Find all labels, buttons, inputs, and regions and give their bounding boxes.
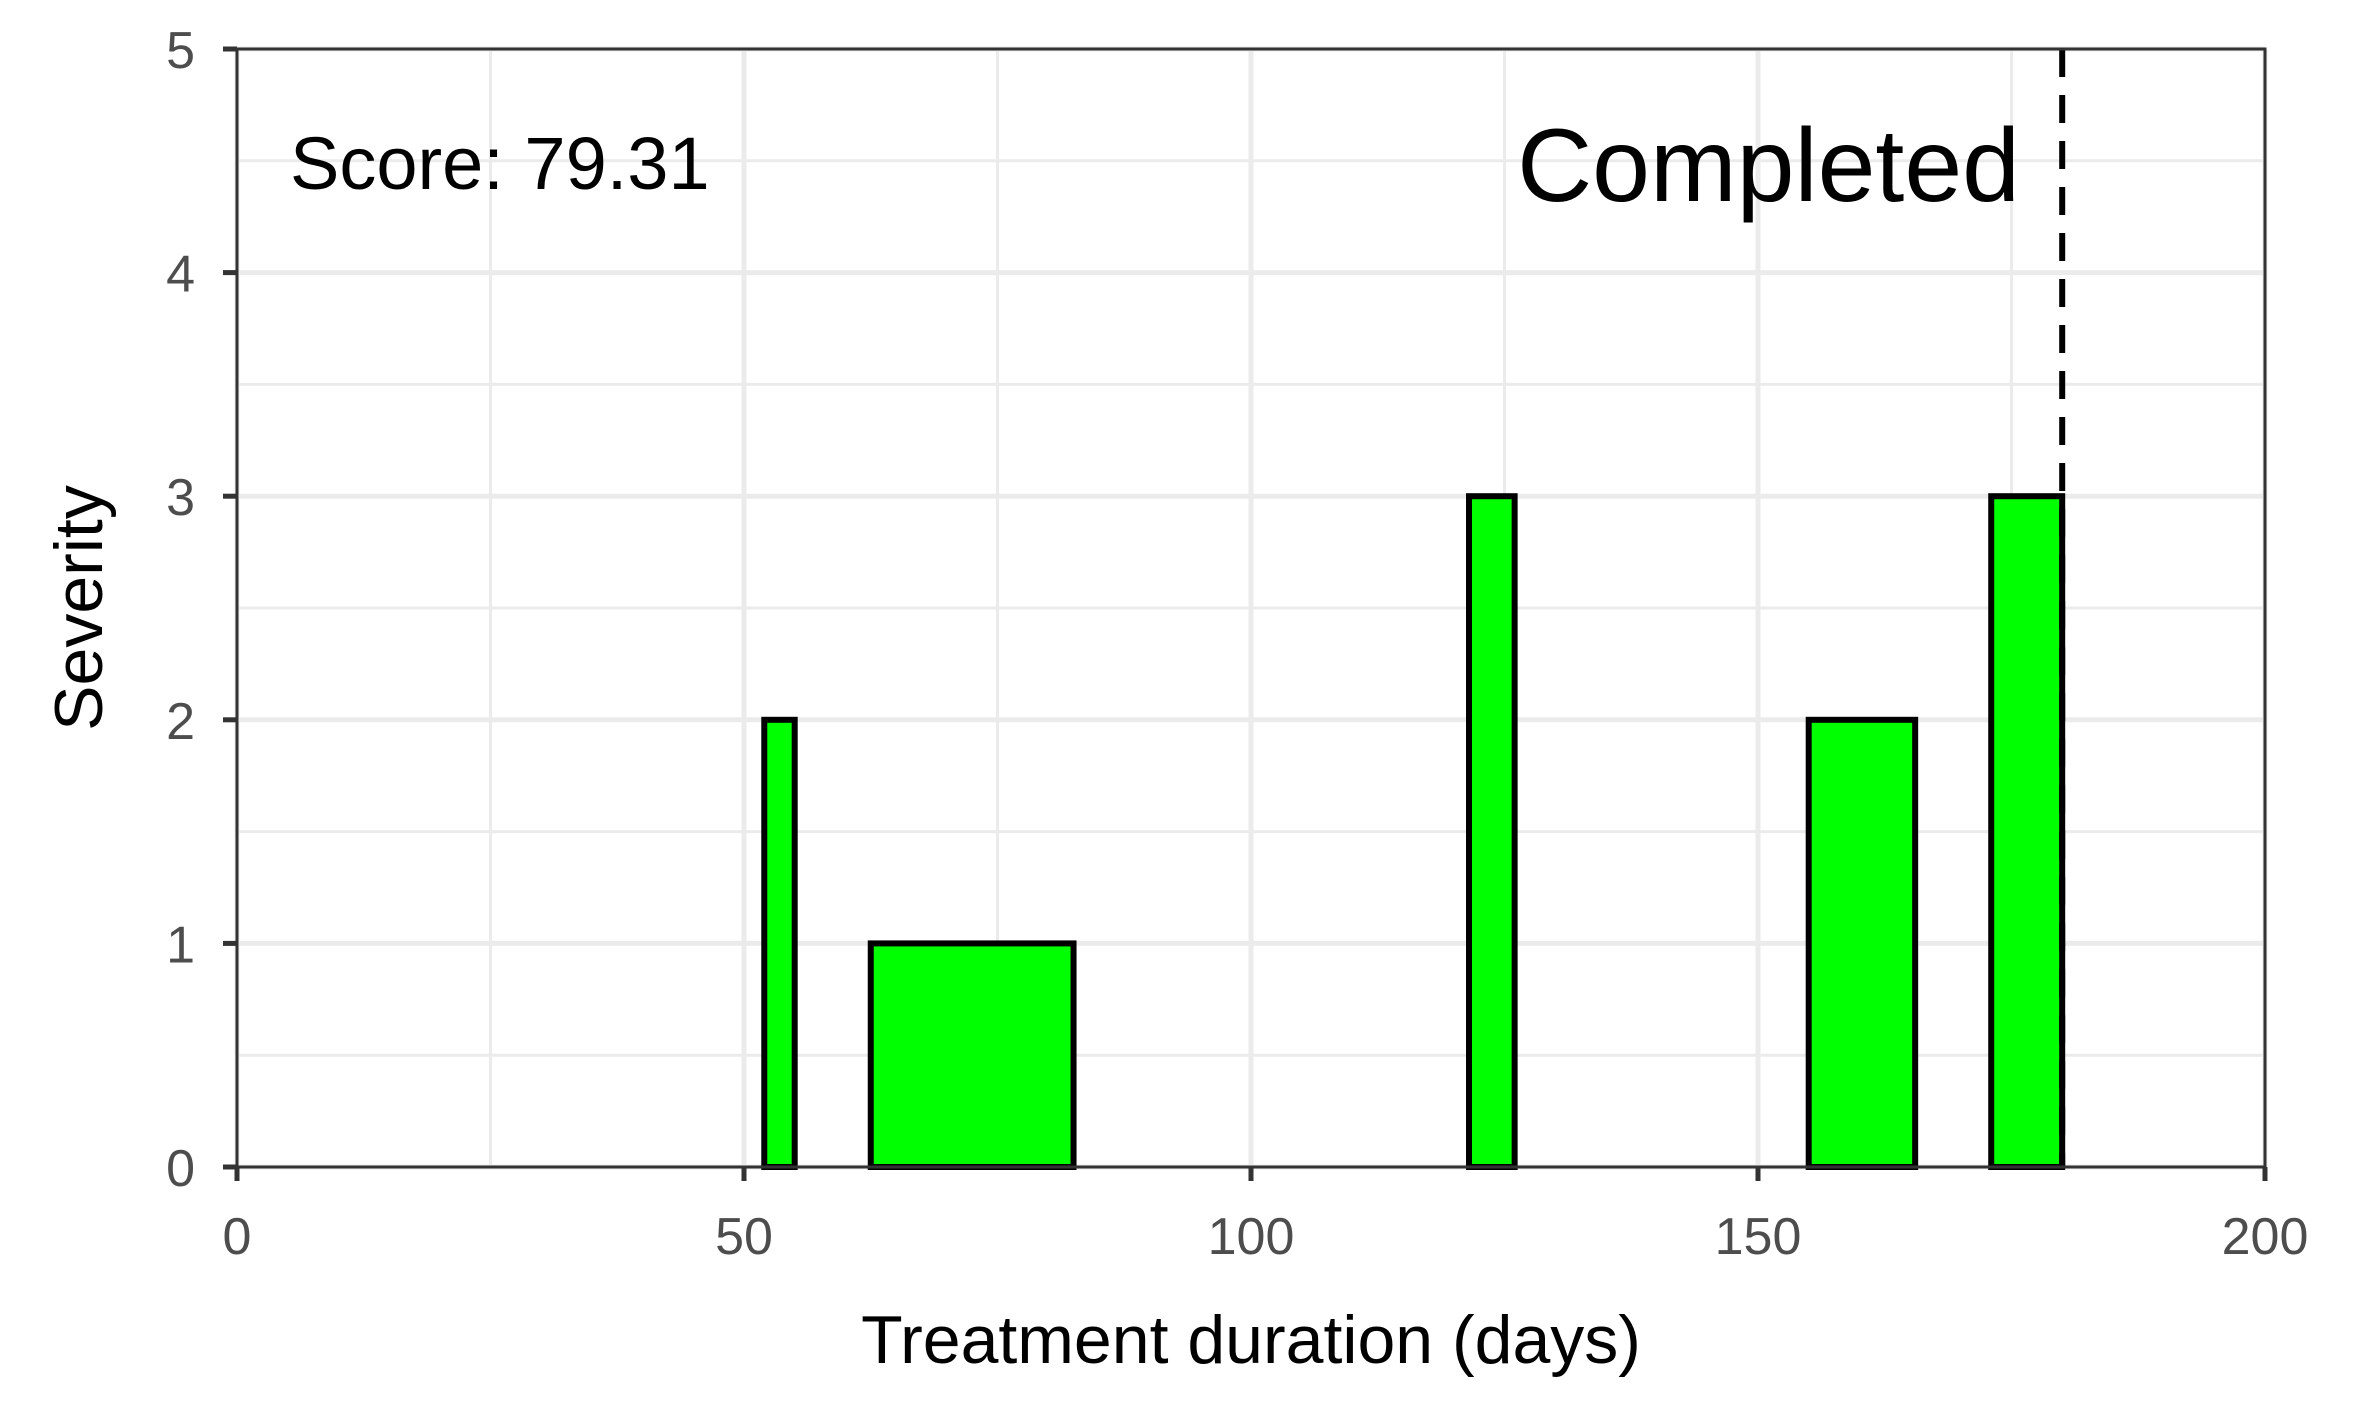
score-annotation: Score: 79.31 bbox=[290, 122, 710, 205]
y-tick-label: 0 bbox=[166, 1140, 195, 1198]
x-tick-label: 100 bbox=[1208, 1208, 1295, 1266]
x-tick-label: 0 bbox=[223, 1208, 252, 1266]
y-tick-label: 2 bbox=[166, 693, 195, 751]
status-annotation: Completed bbox=[1517, 108, 2020, 224]
y-tick-label: 5 bbox=[166, 22, 195, 80]
bar-5 bbox=[1988, 493, 2066, 1170]
x-axis-ticks: 0 50 100 150 200 bbox=[223, 1167, 2309, 1266]
bar-4 bbox=[1805, 716, 1919, 1170]
bar-2 bbox=[867, 940, 1077, 1171]
y-tick-label: 4 bbox=[166, 246, 195, 304]
y-axis-title: Severity bbox=[41, 485, 117, 731]
x-tick-label: 50 bbox=[715, 1208, 773, 1266]
y-tick-label: 1 bbox=[166, 916, 195, 974]
x-tick-label: 150 bbox=[1715, 1208, 1802, 1266]
y-tick-label: 3 bbox=[166, 469, 195, 527]
x-axis-title: Treatment duration (days) bbox=[861, 1302, 1641, 1378]
bar-3 bbox=[1466, 493, 1518, 1170]
bars bbox=[761, 493, 2066, 1171]
x-tick-label: 200 bbox=[2222, 1208, 2309, 1266]
bar-1 bbox=[761, 716, 798, 1170]
y-axis-ticks: 0 1 2 3 4 5 bbox=[166, 22, 237, 1198]
